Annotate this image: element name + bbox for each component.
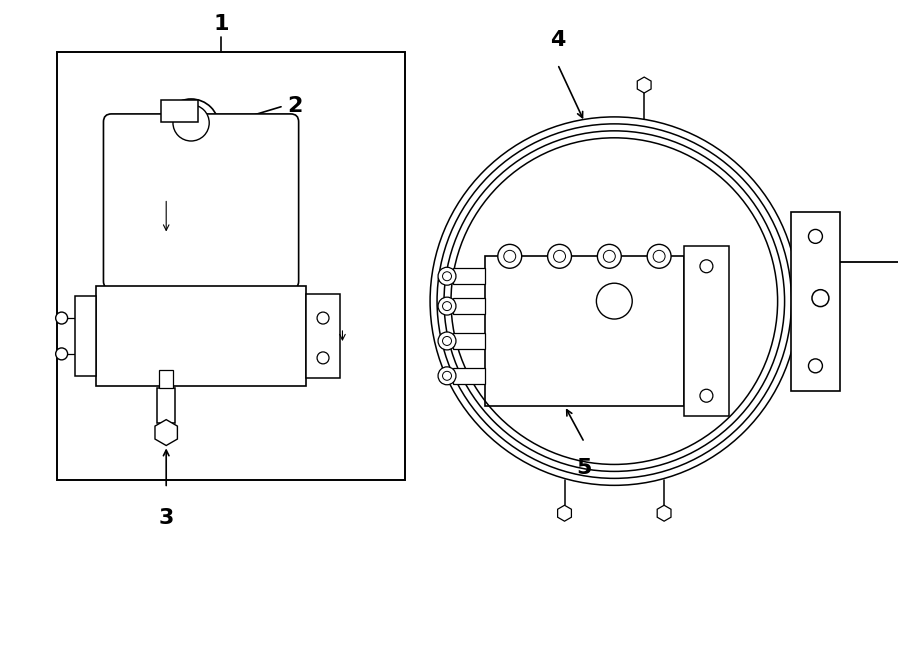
- Circle shape: [438, 332, 456, 350]
- Text: 1: 1: [213, 15, 229, 34]
- Circle shape: [808, 229, 823, 243]
- Circle shape: [430, 117, 798, 485]
- Bar: [160, 100, 199, 122]
- Bar: [453, 368, 485, 384]
- Circle shape: [597, 283, 632, 319]
- Bar: [75, 296, 96, 376]
- Bar: [790, 212, 841, 391]
- Circle shape: [443, 336, 452, 346]
- Text: 3: 3: [158, 508, 174, 528]
- Circle shape: [438, 297, 456, 315]
- Text: 2: 2: [288, 96, 303, 116]
- Bar: [57, 52, 405, 481]
- Circle shape: [700, 389, 713, 402]
- Circle shape: [56, 348, 68, 360]
- FancyBboxPatch shape: [104, 114, 299, 289]
- Bar: [453, 298, 485, 314]
- Circle shape: [163, 99, 219, 155]
- Bar: [453, 333, 485, 349]
- Bar: [485, 256, 684, 406]
- Circle shape: [554, 251, 565, 262]
- Circle shape: [443, 272, 452, 281]
- Circle shape: [812, 290, 829, 307]
- Circle shape: [317, 312, 329, 324]
- Circle shape: [317, 352, 329, 364]
- Text: 4: 4: [550, 30, 565, 50]
- Circle shape: [443, 301, 452, 311]
- Bar: [159, 370, 173, 388]
- Circle shape: [700, 260, 713, 273]
- Circle shape: [647, 245, 671, 268]
- Circle shape: [498, 245, 522, 268]
- Circle shape: [547, 245, 572, 268]
- Bar: [158, 388, 176, 422]
- Circle shape: [438, 267, 456, 285]
- Circle shape: [598, 245, 621, 268]
- Bar: [96, 286, 306, 386]
- Circle shape: [173, 104, 209, 141]
- Circle shape: [56, 312, 68, 324]
- Bar: [453, 268, 485, 284]
- Circle shape: [443, 371, 452, 380]
- Bar: [684, 247, 729, 416]
- Circle shape: [808, 359, 823, 373]
- Text: 5: 5: [577, 459, 592, 479]
- Circle shape: [603, 251, 616, 262]
- Bar: [306, 294, 340, 378]
- Circle shape: [653, 251, 665, 262]
- Circle shape: [438, 367, 456, 385]
- Circle shape: [504, 251, 516, 262]
